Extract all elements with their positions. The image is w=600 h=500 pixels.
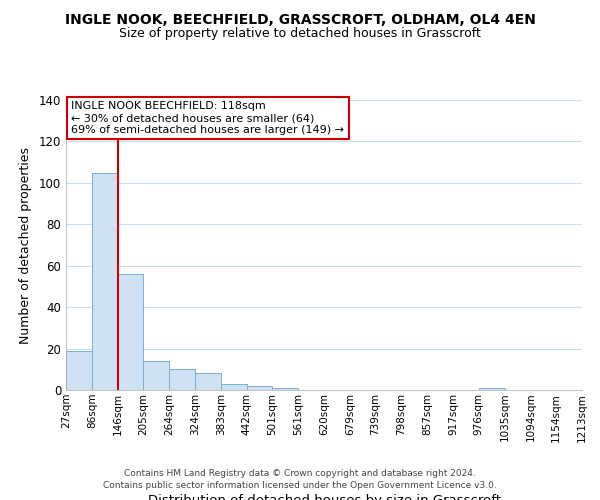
Bar (169, 370, 195, 390)
Bar (247, 386, 272, 390)
Y-axis label: Number of detached properties: Number of detached properties (19, 146, 32, 344)
Bar (272, 388, 298, 390)
Text: INGLE NOOK, BEECHFIELD, GRASSCROFT, OLDHAM, OL4 4EN: INGLE NOOK, BEECHFIELD, GRASSCROFT, OLDH… (65, 12, 535, 26)
Bar (221, 384, 247, 390)
X-axis label: Distribution of detached houses by size in Grasscroft: Distribution of detached houses by size … (148, 494, 500, 500)
Text: INGLE NOOK BEECHFIELD: 118sqm
← 30% of detached houses are smaller (64)
69% of s: INGLE NOOK BEECHFIELD: 118sqm ← 30% of d… (71, 102, 344, 134)
Text: Contains HM Land Registry data © Crown copyright and database right 2024.: Contains HM Land Registry data © Crown c… (124, 468, 476, 477)
Bar (195, 374, 221, 390)
Text: Size of property relative to detached houses in Grasscroft: Size of property relative to detached ho… (119, 28, 481, 40)
Bar (143, 361, 169, 390)
Bar (118, 274, 143, 390)
Bar (479, 388, 505, 390)
Bar (92, 172, 118, 390)
Bar (66, 350, 92, 390)
Text: Contains public sector information licensed under the Open Government Licence v3: Contains public sector information licen… (103, 481, 497, 490)
